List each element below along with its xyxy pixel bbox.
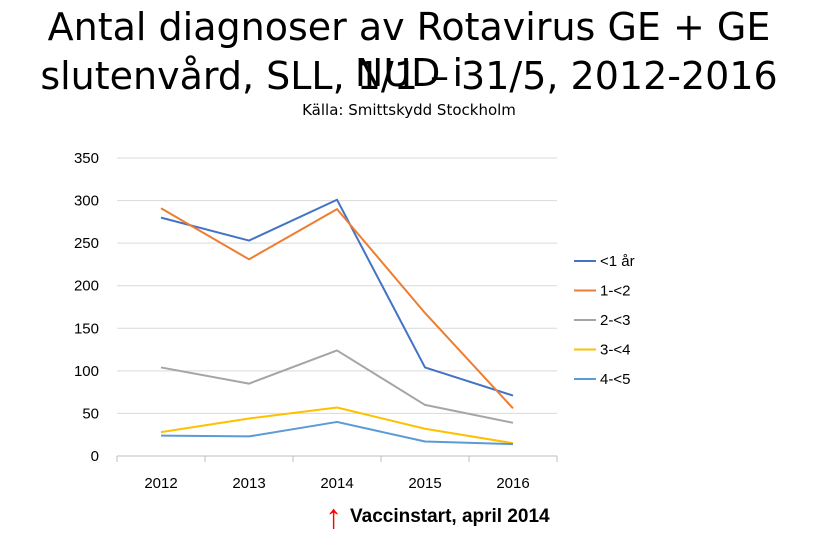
- up-arrow-icon: ↑: [325, 498, 342, 536]
- x-tick-label: 2016: [496, 475, 529, 492]
- y-tick-label: 250: [74, 235, 99, 252]
- x-tick-label: 2012: [144, 475, 177, 492]
- source-caption: Källa: Smittskydd Stockholm: [302, 101, 516, 119]
- series-line: [160, 207, 514, 409]
- legend-label: 4-<5: [600, 371, 630, 388]
- series-lines: [160, 198, 514, 446]
- y-tick-label: 200: [74, 278, 99, 295]
- legend: <1 år 1-<2 2-<3 3-<4 4-<5: [574, 253, 635, 388]
- vaccine-start-annotation: ↑ Vaccinstart, april 2014: [325, 500, 550, 534]
- series-line: [160, 198, 514, 397]
- x-axis-tick-labels: 2012 2013 2014 2015 2016: [144, 475, 529, 492]
- legend-label: 1-<2: [600, 283, 630, 300]
- y-tick-label: 100: [74, 363, 99, 380]
- legend-label: <1 år: [600, 253, 635, 270]
- series-line: [160, 420, 514, 446]
- y-tick-label: 350: [74, 150, 99, 167]
- gridlines: [116, 157, 558, 462]
- series-line: [160, 349, 514, 424]
- legend-label: 2-<3: [600, 312, 630, 329]
- y-tick-label: 300: [74, 193, 99, 210]
- x-tick-label: 2013: [232, 475, 265, 492]
- chart-title-line-1: Antal diagnoser av Rotavirus GE + GE NUD…: [47, 5, 771, 95]
- y-tick-label: 150: [74, 320, 99, 337]
- series-line: [160, 406, 514, 445]
- x-tick-label: 2014: [320, 475, 353, 492]
- y-tick-label: 0: [91, 448, 99, 465]
- annotation-label: Vaccinstart, april 2014: [350, 506, 550, 527]
- x-tick-label: 2015: [408, 475, 441, 492]
- chart-title-line-2: slutenvård, SLL, 1/1 – 31/5, 2012-2016: [40, 54, 778, 98]
- y-tick-label: 50: [82, 405, 99, 422]
- legend-label: 3-<4: [600, 342, 630, 359]
- y-axis-tick-labels: 0 50 100 150 200 250 300 350: [74, 150, 99, 465]
